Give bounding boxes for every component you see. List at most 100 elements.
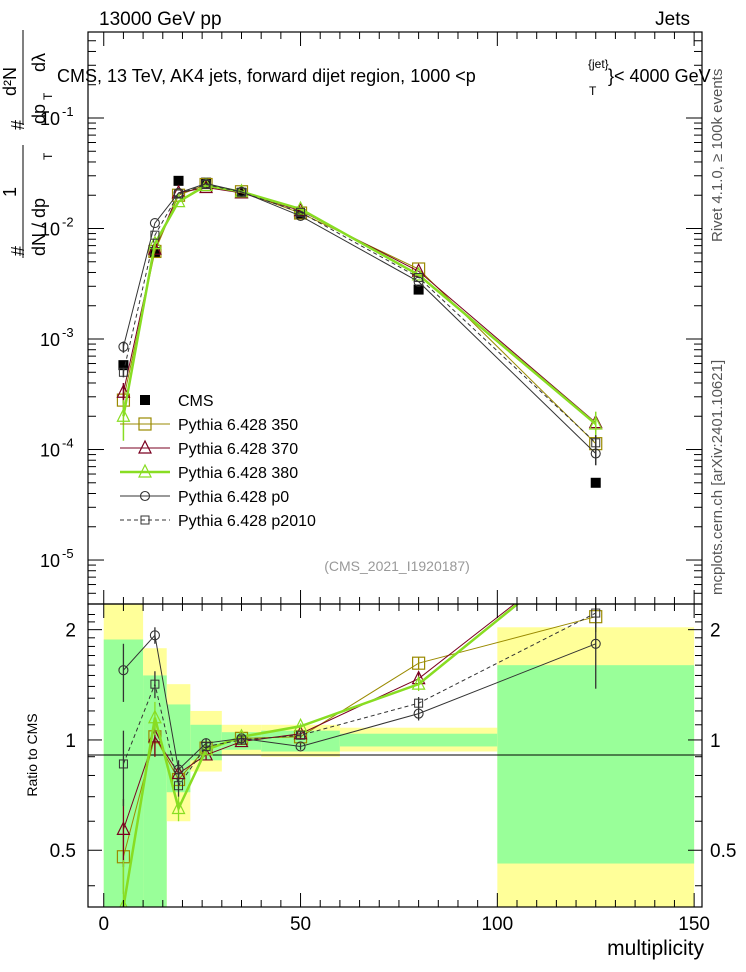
ratio-point-p2010-2 xyxy=(174,781,184,791)
ratio-plot-frame xyxy=(87,603,703,908)
ratio-ytick-label-right: 0.5 xyxy=(710,841,736,862)
main-point-p2010-5-box xyxy=(296,207,306,217)
legend-label-p350: Pythia 6.428 350 xyxy=(178,417,298,434)
main-point-p370-0 xyxy=(116,383,131,398)
ratio-point-p0-1 xyxy=(149,630,160,641)
main-point-p2010-6-box xyxy=(414,273,424,283)
main-line-p0 xyxy=(122,183,597,454)
legend-marker-p380 xyxy=(138,463,152,478)
main-ytick-label-exp: -2 xyxy=(62,215,74,230)
ratio-point-p2010-4-box xyxy=(237,735,246,745)
legend-label-p380: Pythia 6.428 380 xyxy=(178,465,298,482)
main-point-p2010-3 xyxy=(201,180,211,190)
legend-label-cms: CMS xyxy=(178,393,214,410)
ratio-ytick-label-right: 1 xyxy=(710,731,721,752)
legend-label-p0: Pythia 6.428 p0 xyxy=(178,489,289,506)
legend-item-p350: Pythia 6.428 350 xyxy=(120,417,298,434)
ratio-point-p2010-5 xyxy=(296,730,306,740)
ratio-axes: 0.5 0.5 1 1 2 2 0 50 100 150 xyxy=(50,604,736,935)
main-point-p2010-2-box xyxy=(174,189,184,199)
main-point-p380-7 xyxy=(588,415,603,430)
main-ytick-label-exp: -4 xyxy=(62,436,74,451)
ratio-point-p380-6 xyxy=(411,675,426,690)
rivet-label: Rivet 4.1.0, ≥ 100k events xyxy=(709,69,726,242)
main-point-p2010-7-box xyxy=(591,438,601,448)
ratio-band-inner-6 xyxy=(339,733,498,747)
legend-marker-p0 xyxy=(139,490,151,502)
main-point-cms-3 xyxy=(201,177,212,188)
ylabel-frac2-den-end: dλ xyxy=(29,53,49,72)
ratio-point-p370-7 xyxy=(590,534,602,546)
ratio-point-p2010-0-box xyxy=(118,759,128,769)
main-point-p2010-5 xyxy=(296,207,306,217)
ratio-point-p370-5 xyxy=(293,725,308,740)
ratio-point-p380-0 xyxy=(119,898,128,907)
x-axis-label: multiplicity xyxy=(607,937,704,960)
main-point-p0-1 xyxy=(149,218,160,229)
main-ytick-label: 10 xyxy=(40,441,60,461)
ylabel-hash-2: # xyxy=(8,120,28,130)
ylabel-frac2-den-sub: T xyxy=(41,92,55,100)
ratio-ytick-label-left: 1 xyxy=(65,731,76,752)
ratio-line-p380 xyxy=(122,604,520,907)
ylabel-frac1-den-sub: T xyxy=(41,152,55,160)
main-series-p2010 xyxy=(118,180,601,452)
ratio-point-p2010-6 xyxy=(414,698,424,708)
main-point-p2010-7 xyxy=(591,438,601,448)
main-ytick-label: 10 xyxy=(40,220,60,240)
ratio-point-p2010-2-box xyxy=(174,781,184,791)
ratio-line-p2010 xyxy=(122,612,596,787)
main-y-axis-label: # 1 dN / dp T # d²N dp T dλ xyxy=(0,30,55,258)
main-point-p2010-1 xyxy=(150,230,160,240)
main-line-p380 xyxy=(122,184,597,426)
main-point-p2010-4 xyxy=(237,187,246,197)
ratio-xtick-label: 50 xyxy=(290,914,311,935)
ratio-band-inner-7 xyxy=(497,665,695,864)
ratio-xtick-label: 0 xyxy=(98,914,109,935)
chart-title-main: CMS, 13 TeV, AK4 jets, forward dijet reg… xyxy=(57,66,476,86)
main-point-p2010-4-box xyxy=(237,187,246,197)
ratio-series-layer xyxy=(116,534,603,907)
main-point-p2010-3-box xyxy=(201,180,211,190)
ratio-xtick-label: 100 xyxy=(481,914,513,935)
main-line-p2010 xyxy=(122,184,597,444)
ratio-point-p370-4 xyxy=(234,733,249,748)
main-point-p0-0 xyxy=(118,341,129,352)
legend-marker-p350 xyxy=(138,417,152,431)
main-point-p380-0 xyxy=(116,407,131,422)
ratio-point-p2010-5-box xyxy=(296,730,306,740)
legend: CMS Pythia 6.428 350 Pythia 6.428 370 Pythi… xyxy=(120,393,316,530)
main-point-p2010-0-box xyxy=(118,367,128,377)
ratio-point-p380-2 xyxy=(171,800,186,815)
ratio-ytick-label-left: 2 xyxy=(65,621,76,642)
main-point-cms-0 xyxy=(118,360,129,371)
main-point-p380-2 xyxy=(171,193,186,208)
legend-item-p2010: Pythia 6.428 p2010 xyxy=(120,513,316,530)
ratio-line-p0 xyxy=(123,634,596,771)
legend-marker-cms xyxy=(140,395,150,405)
main-point-p2010-0 xyxy=(118,367,128,377)
ratio-point-p2010-3 xyxy=(201,741,211,751)
main-series-p350 xyxy=(116,177,603,453)
main-ytick-label: 10 xyxy=(40,330,60,350)
ratio-point-p0-5 xyxy=(295,741,306,752)
legend-marker-p370 xyxy=(138,439,152,454)
main-ytick-label: 10 xyxy=(40,109,60,129)
ratio-point-p0-7 xyxy=(590,638,601,649)
ratio-point-p2010-1 xyxy=(150,679,160,689)
main-point-p380-1 xyxy=(147,235,162,250)
ratio-point-p380-3 xyxy=(199,741,214,756)
chart-title-sup: {jet} xyxy=(588,57,609,71)
legend-item-p380: Pythia 6.428 380 xyxy=(120,463,298,482)
ratio-uncertainty-bands xyxy=(103,604,695,907)
ratio-series-p2010 xyxy=(118,604,601,807)
ratio-point-p2010-1-box xyxy=(150,679,160,689)
ratio-line-p370 xyxy=(122,604,516,830)
legend-item-p370: Pythia 6.428 370 xyxy=(120,439,298,458)
legend-label-p2010: Pythia 6.428 p2010 xyxy=(178,513,316,530)
main-point-cms-7 xyxy=(590,477,601,488)
main-point-p2010-1-box xyxy=(150,230,160,240)
header-right-label: Jets xyxy=(655,9,690,30)
main-ytick-label-exp: -3 xyxy=(62,325,74,340)
